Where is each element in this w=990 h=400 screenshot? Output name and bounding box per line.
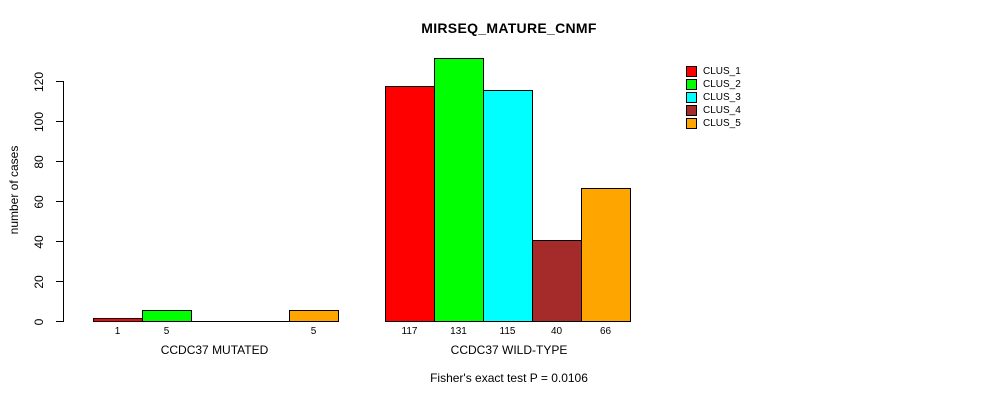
bar-clus_3-group-1: [483, 90, 533, 322]
y-tick-mark-60: [56, 201, 63, 202]
bar-clus_4-group-1: [532, 240, 582, 322]
bar-value-label-clus_1-group-1: 117: [401, 326, 418, 337]
y-tick-mark-120: [56, 81, 63, 82]
x-axis-group-label-mutated: CCDC37 MUTATED: [160, 343, 269, 357]
y-axis-title: number of cases: [7, 145, 21, 235]
x-axis-group-label-wildtype: CCDC37 WILD-TYPE: [450, 343, 568, 357]
y-tick-mark-40: [56, 241, 63, 242]
legend-swatch-clus_4: [686, 105, 697, 116]
y-tick-label-100: 100: [32, 111, 46, 132]
bar-value-label-clus_2-group-0: 5: [163, 326, 170, 337]
y-tick-label-120: 120: [32, 71, 46, 92]
bar-value-label-clus_5-group-1: 66: [599, 326, 612, 337]
y-tick-mark-100: [56, 121, 63, 122]
y-tick-label-80: 80: [32, 154, 46, 169]
legend-swatch-clus_1: [686, 66, 697, 77]
bar-value-label-clus_3-group-1: 115: [499, 326, 516, 337]
bar-clus_2-group-1: [434, 58, 484, 322]
bar-clus_5-group-0: [289, 310, 339, 322]
baseline-group-0: [93, 321, 339, 322]
legend-label-clus_5: CLUS_5: [703, 118, 741, 129]
bar-clus_5-group-1: [581, 188, 631, 322]
y-tick-mark-80: [56, 161, 63, 162]
legend-swatch-clus_2: [686, 79, 697, 90]
legend-label-clus_2: CLUS_2: [703, 79, 741, 90]
fisher-test-subtitle: Fisher's exact test P = 0.0106: [430, 371, 588, 385]
y-tick-mark-0: [56, 321, 63, 322]
bar-value-label-clus_2-group-1: 131: [450, 326, 467, 337]
bar-clus_1-group-0: [93, 318, 143, 322]
legend-label-clus_3: CLUS_3: [703, 92, 741, 103]
legend-swatch-clus_3: [686, 92, 697, 103]
chart-title: MIRSEQ_MATURE_CNMF: [421, 20, 597, 36]
y-tick-label-40: 40: [32, 234, 46, 249]
y-tick-mark-20: [56, 281, 63, 282]
bar-clus_2-group-0: [142, 310, 192, 322]
bar-value-label-clus_1-group-0: 1: [114, 326, 121, 337]
y-axis-line: [63, 81, 64, 322]
bar-clus_1-group-1: [385, 86, 435, 322]
y-tick-label-60: 60: [32, 194, 46, 209]
bar-value-label-clus_4-group-1: 40: [550, 326, 563, 337]
legend-label-clus_1: CLUS_1: [703, 66, 741, 77]
y-tick-label-0: 0: [32, 318, 46, 325]
y-tick-label-20: 20: [32, 274, 46, 289]
legend-swatch-clus_5: [686, 118, 697, 129]
legend-label-clus_4: CLUS_4: [703, 105, 741, 116]
bar-value-label-clus_5-group-0: 5: [310, 326, 317, 337]
